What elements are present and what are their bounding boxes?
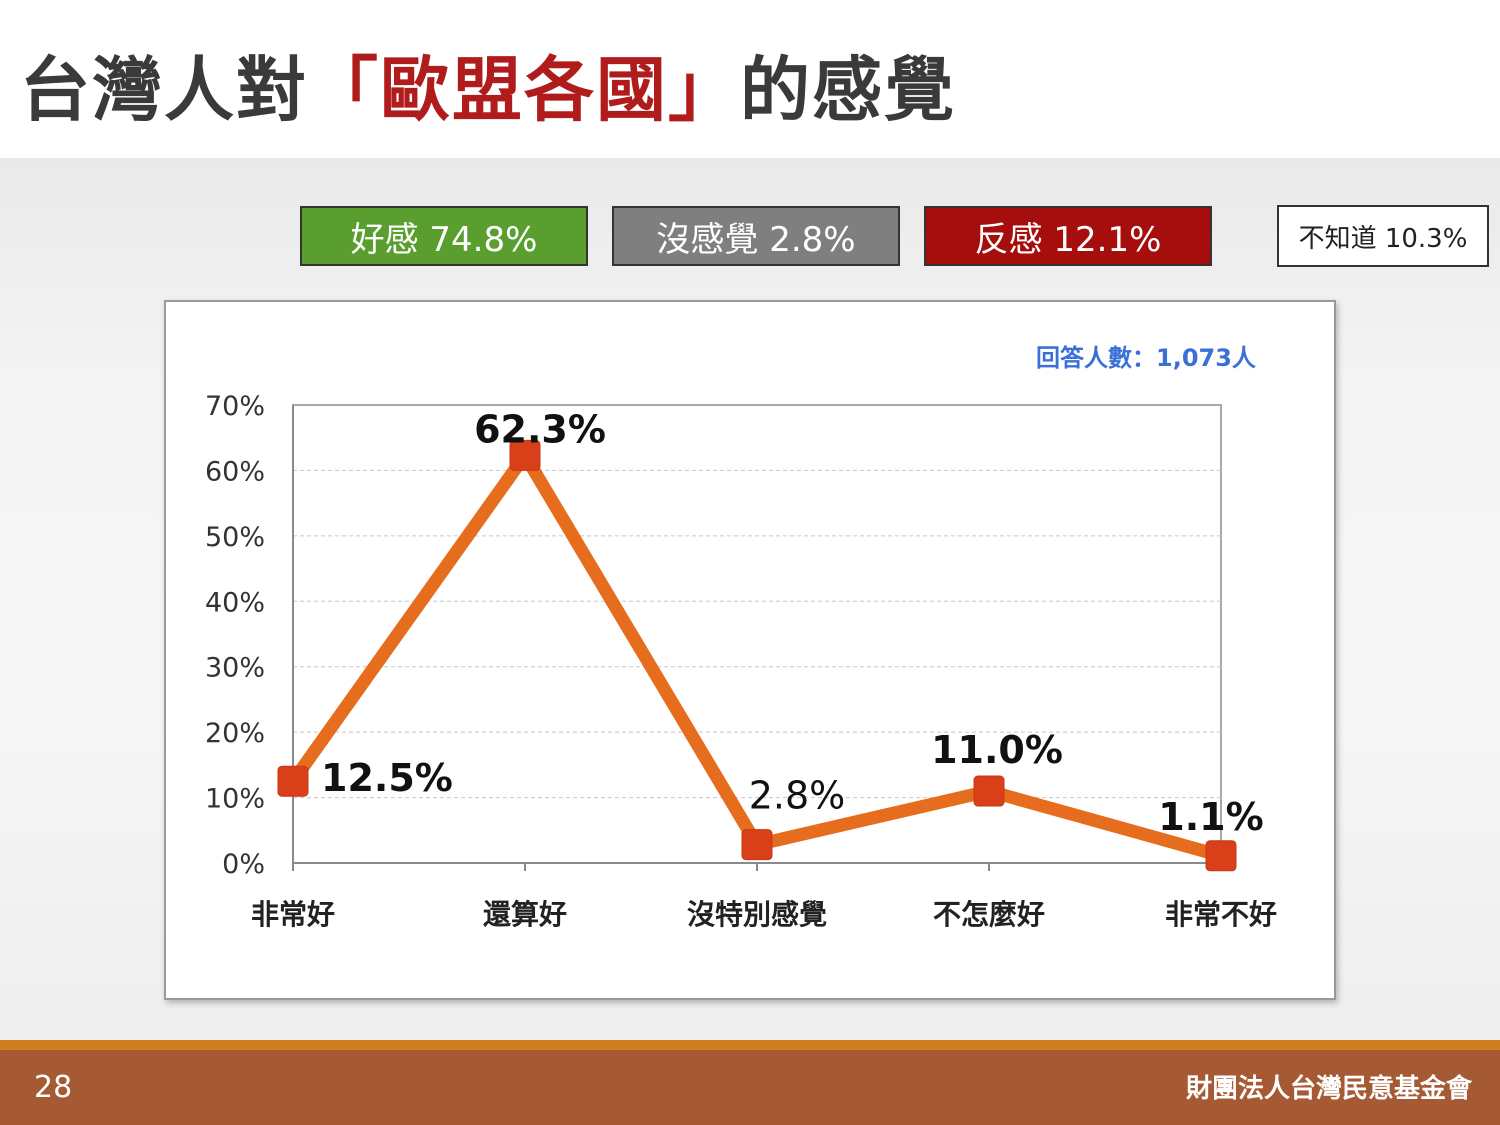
y-tick-label: 30% xyxy=(205,653,265,684)
data-marker xyxy=(277,765,309,797)
x-category-label: 非常好 xyxy=(251,898,335,931)
y-tick-label: 0% xyxy=(222,849,265,880)
summary-good-box: 好感 74.8% xyxy=(300,206,588,266)
summary-neutral-box: 沒感覺 2.8% xyxy=(612,206,900,266)
organization-name: 財團法人台灣民意基金會 xyxy=(1185,1074,1472,1104)
x-category-label: 沒特別感覺 xyxy=(687,898,827,931)
summary-unknown-box: 不知道 10.3% xyxy=(1277,205,1489,267)
y-tick-label: 40% xyxy=(205,587,265,618)
data-label: 12.5% xyxy=(321,756,453,800)
summary-bad-box: 反感 12.1% xyxy=(924,206,1212,266)
footer-bar xyxy=(0,1050,1500,1125)
data-label: 2.8% xyxy=(749,774,846,818)
x-category-label: 不怎麼好 xyxy=(933,898,1045,931)
title-prefix: 台灣人對 xyxy=(20,49,308,131)
data-marker xyxy=(741,829,773,861)
footer-stripe xyxy=(0,1040,1500,1050)
y-tick-label: 70% xyxy=(205,391,265,422)
title-bar: 台灣人對「歐盟各國」的感覺 xyxy=(0,0,1500,158)
data-label: 1.1% xyxy=(1158,795,1263,839)
respondent-count: 回答人數：1,073人 xyxy=(1036,344,1256,372)
y-tick-label: 10% xyxy=(205,784,265,815)
page-number: 28 xyxy=(34,1070,73,1105)
slide-title: 台灣人對「歐盟各國」的感覺 xyxy=(20,34,956,135)
data-marker xyxy=(973,775,1005,807)
y-tick-label: 20% xyxy=(205,718,265,749)
x-category-label: 非常不好 xyxy=(1165,898,1277,931)
x-category-label: 還算好 xyxy=(483,898,567,931)
title-suffix: 的感覺 xyxy=(740,49,956,131)
plot-area xyxy=(292,404,1222,864)
y-tick-label: 60% xyxy=(205,456,265,487)
data-label: 11.0% xyxy=(931,728,1063,772)
y-tick-label: 50% xyxy=(205,522,265,553)
data-label: 62.3% xyxy=(474,407,606,451)
data-marker xyxy=(509,439,541,471)
data-marker xyxy=(1205,840,1237,872)
title-highlight: 「歐盟各國」 xyxy=(308,49,740,131)
